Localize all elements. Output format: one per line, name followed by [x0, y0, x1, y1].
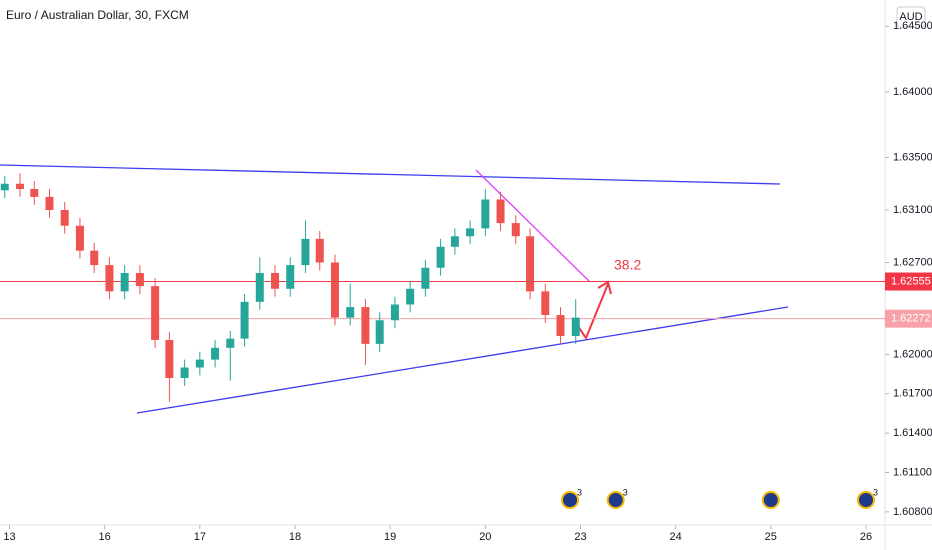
x-tick-label: 18	[289, 531, 301, 543]
y-tick-label: 1.61100	[893, 466, 932, 478]
trendline-lower	[136, 306, 789, 414]
x-tick-label: 13	[3, 531, 15, 543]
x-tick-label: 24	[670, 531, 682, 543]
candle-body	[0, 183, 9, 191]
price-label-box	[885, 272, 932, 291]
candle-body	[346, 307, 355, 318]
candle-body	[390, 304, 399, 321]
candle-body	[375, 320, 384, 344]
candle-body	[301, 238, 310, 266]
candle-body	[315, 238, 324, 263]
event-icon	[856, 491, 875, 509]
candle-body	[105, 265, 114, 292]
x-tick-label: 20	[479, 531, 491, 543]
candle-body	[120, 273, 129, 292]
x-tick-label: 17	[194, 531, 206, 543]
candle-body	[450, 236, 459, 247]
y-tick-label: 1.60800	[893, 506, 932, 518]
candle-body	[421, 267, 430, 289]
candle-body	[165, 339, 174, 378]
candle-body	[180, 367, 189, 378]
candle-body	[135, 273, 144, 287]
x-tick-label: 23	[574, 531, 586, 543]
price-label: 1.62272	[891, 313, 931, 325]
y-tick-label: 1.63100	[893, 204, 932, 216]
x-tick-label: 19	[384, 531, 396, 543]
price-label-box	[885, 309, 932, 328]
trendline-descending	[475, 169, 591, 283]
x-tick-label: 16	[99, 531, 111, 543]
currency-label[interactable]: AUD	[899, 11, 922, 23]
candle-body	[30, 189, 39, 197]
y-tick-label: 1.64000	[893, 86, 932, 98]
y-tick-label: 1.64500	[893, 20, 932, 32]
event-icon	[561, 491, 580, 509]
candle-body	[361, 307, 370, 344]
candle-body	[45, 196, 54, 210]
candle-body	[436, 246, 445, 268]
y-tick-label: 1.61700	[893, 388, 932, 400]
event-count: 3	[577, 487, 582, 497]
candle-body	[151, 286, 160, 340]
event-count: 3	[623, 487, 628, 497]
candle-body	[511, 223, 520, 237]
candle-body	[556, 315, 565, 336]
candle-body	[496, 199, 505, 224]
candle-body	[406, 288, 415, 305]
currency-button[interactable]	[896, 6, 926, 28]
candle-body	[541, 291, 550, 315]
candle-body	[286, 265, 295, 289]
candle-body	[90, 250, 99, 266]
event-count: 3	[873, 487, 878, 497]
candle-body	[240, 301, 249, 339]
candle-body	[226, 338, 235, 348]
candle-body	[195, 359, 204, 368]
candle-body	[60, 210, 69, 226]
event-icon	[606, 491, 625, 509]
chart-title: Euro / Australian Dollar, 30, FXCM	[6, 8, 189, 22]
price-label: 1.62555	[891, 275, 931, 287]
candle-body	[571, 317, 580, 336]
x-tick-label: 26	[860, 531, 872, 543]
candle-body	[255, 273, 264, 302]
candle-body	[15, 183, 24, 189]
y-tick-label: 1.62700	[893, 256, 932, 268]
candle-body	[271, 273, 280, 289]
annotation: 38.2	[614, 257, 641, 273]
candle-body	[526, 236, 535, 292]
candle-body	[481, 199, 490, 229]
y-tick-label: 1.61400	[893, 427, 932, 439]
trendline-upper	[0, 164, 781, 185]
event-icon	[761, 491, 780, 509]
candle-body	[330, 262, 339, 318]
candle-body	[466, 228, 475, 237]
candle-body	[75, 225, 84, 251]
candle-body	[211, 347, 220, 360]
y-tick-label: 1.62000	[893, 348, 932, 360]
y-tick-label: 1.63500	[893, 151, 932, 163]
x-tick-label: 25	[765, 531, 777, 543]
